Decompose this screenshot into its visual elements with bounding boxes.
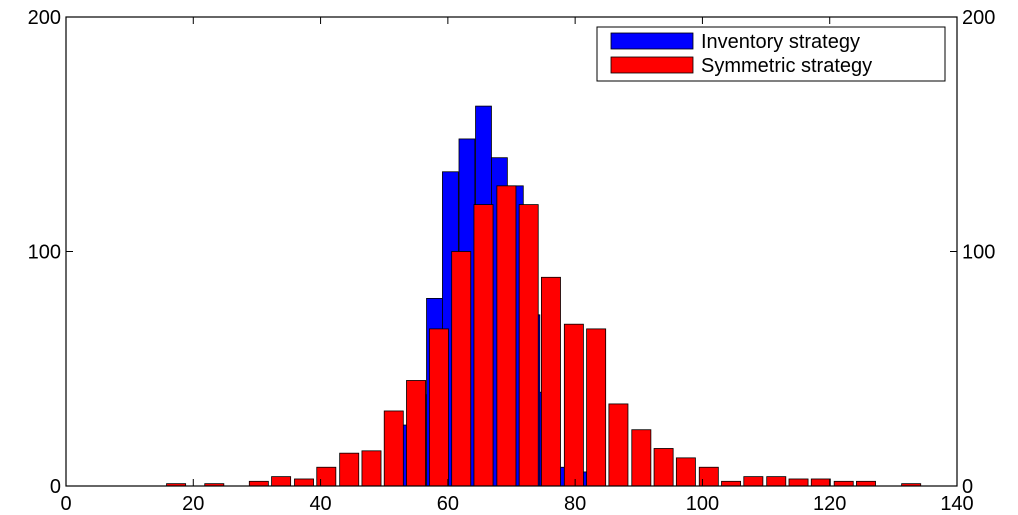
y-tick-label-left: 200 (28, 7, 61, 29)
bar-symmetric (271, 476, 292, 487)
bar-symmetric (653, 448, 674, 487)
legend: Inventory strategy Symmetric strategy (596, 26, 946, 82)
bars-layer (166, 105, 922, 487)
bar-symmetric (361, 450, 382, 487)
y-tick-label-left: 100 (28, 242, 61, 264)
x-tick-label: 100 (686, 493, 719, 515)
bar-symmetric (675, 457, 696, 487)
legend-swatch-symmetric (610, 56, 694, 74)
bar-symmetric (833, 480, 854, 487)
bar-symmetric (856, 480, 876, 487)
x-tick-label: 80 (564, 493, 586, 515)
bar-symmetric (248, 480, 269, 487)
x-tick-label: 60 (437, 493, 459, 515)
y-tick-label-right: 200 (962, 7, 995, 29)
x-tick-label: 20 (182, 493, 204, 515)
x-tick-label: 120 (813, 493, 846, 515)
legend-label-inventory: Inventory strategy (701, 31, 860, 53)
bar-symmetric (294, 478, 314, 487)
bar-symmetric (586, 328, 607, 487)
bar-symmetric (496, 185, 517, 487)
x-tick-label: 140 (940, 493, 973, 515)
bar-symmetric (451, 251, 472, 487)
bar-symmetric (608, 403, 629, 487)
bar-symmetric (429, 328, 449, 487)
y-tick-label-right: 0 (962, 476, 973, 498)
bar-symmetric (406, 380, 426, 487)
y-tick-label-left: 0 (50, 476, 61, 498)
x-tick-label: 0 (60, 493, 71, 515)
bar-symmetric (721, 480, 742, 487)
legend-swatch-inventory (610, 32, 694, 50)
bar-symmetric (316, 466, 337, 487)
bar-symmetric (810, 478, 831, 487)
bar-symmetric (766, 476, 787, 487)
bar-symmetric (473, 204, 494, 487)
bar-symmetric (631, 429, 652, 487)
bar-symmetric (788, 478, 809, 487)
bar-symmetric (383, 410, 404, 487)
legend-label-symmetric: Symmetric strategy (701, 55, 872, 77)
bar-symmetric (743, 476, 764, 487)
bar-symmetric (563, 323, 584, 487)
x-tick-label: 40 (309, 493, 331, 515)
bar-symmetric (339, 452, 360, 487)
bar-symmetric (518, 204, 539, 487)
y-tick-label-right: 100 (962, 242, 995, 264)
bar-symmetric (541, 276, 561, 487)
